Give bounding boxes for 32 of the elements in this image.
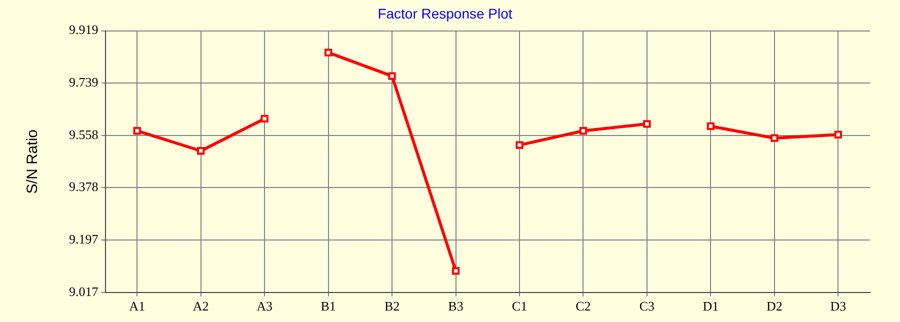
x-tick-label: A2 [192,298,209,314]
y-tick-label: 9.017 [69,284,99,299]
point [834,130,842,138]
point [643,120,651,128]
point [452,267,460,275]
point [579,127,588,135]
point [706,122,715,130]
y-tick-label: 9.197 [69,232,99,247]
y-tick-label: 9.919 [69,22,98,38]
y-tick-label: 9.739 [69,74,98,90]
x-tick-label: D3 [830,298,846,314]
point [388,72,396,80]
point [260,114,268,123]
x-tick-label: B3 [448,298,464,314]
x-tick-label: C3 [639,298,655,314]
x-tick-label: C2 [576,298,591,314]
x-tick-label: B1 [320,298,336,314]
x-tick-label: A3 [256,298,273,314]
x-tick-label: C1 [512,298,528,314]
chart-title: Factor Response Plot [378,5,512,22]
y-axis-title: S/N Ratio [24,130,42,194]
y-tick-label: 9.378 [69,179,98,194]
x-tick-label: D2 [766,298,782,314]
x-tick-label: B2 [384,298,400,314]
point [133,127,141,135]
point [197,147,205,155]
point [324,48,332,56]
y-tick-label: 9.558 [69,126,98,142]
point [770,134,778,142]
x-tick-label: D1 [702,298,719,314]
x-tick-label: A1 [129,298,146,314]
point [516,141,524,149]
